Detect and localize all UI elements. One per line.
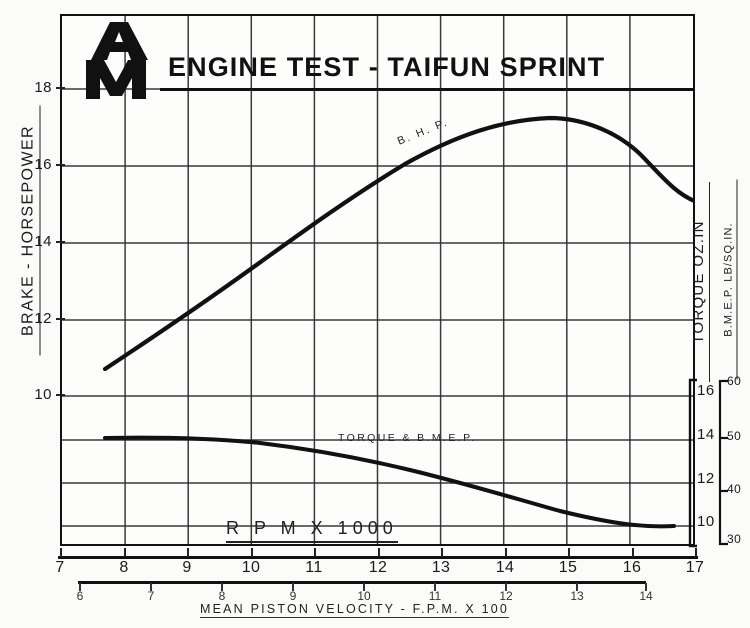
x-rpm-label-9: 9 xyxy=(182,559,192,576)
y-bmep-tick-30: 30 xyxy=(727,532,742,546)
x-mpv-label-7: 7 xyxy=(147,589,155,603)
x-mpv-mark-6 xyxy=(79,583,81,591)
x-rpm-mark-7 xyxy=(60,548,62,557)
x-rpm-label-16: 16 xyxy=(622,559,642,576)
x-axis-mpv-line xyxy=(78,581,646,584)
x-rpm-mark-11 xyxy=(314,548,316,557)
x-rpm-label-7: 7 xyxy=(55,559,65,576)
x-rpm-label-14: 14 xyxy=(495,559,515,576)
y-left-tick-14: 14 xyxy=(34,233,52,250)
x-rpm-mark-15 xyxy=(568,548,570,557)
x-mpv-label-9: 9 xyxy=(289,589,297,603)
x-rpm-label-15: 15 xyxy=(558,559,578,576)
x-rpm-mark-12 xyxy=(378,548,380,557)
x-rpm-label-11: 11 xyxy=(305,559,323,576)
x-rpm-label-8: 8 xyxy=(119,559,129,576)
y-left-tick-18: 18 xyxy=(34,79,52,96)
x-rpm-mark-16 xyxy=(632,548,634,557)
y-left-tick-10: 10 xyxy=(34,386,52,403)
y-left-mark-14 xyxy=(56,241,65,243)
y-torque-tick-16: 16 xyxy=(697,382,715,399)
x-mpv-label-6: 6 xyxy=(76,589,84,603)
y-torque-tick-10: 10 xyxy=(697,513,715,530)
y-left-mark-12 xyxy=(56,318,65,320)
y-bmep-tick-50: 50 xyxy=(727,429,742,443)
y-left-tick-12: 12 xyxy=(34,310,52,327)
y-axis-bmep-title: B.M.E.P. LB/SQ.IN. xyxy=(722,179,738,380)
x-axis-mpv-title: MEAN PISTON VELOCITY - F.P.M. X 100 xyxy=(200,602,510,618)
x-rpm-mark-9 xyxy=(187,548,189,557)
x-mpv-label-12: 12 xyxy=(499,589,513,603)
rpm-inner-label: R P M X 1000 xyxy=(226,518,398,543)
x-mpv-mark-13 xyxy=(576,583,578,591)
x-axis-rpm-line xyxy=(58,556,698,559)
x-mpv-label-13: 13 xyxy=(570,589,584,603)
x-mpv-label-8: 8 xyxy=(218,589,226,603)
y-axis-torque-title: TORQUE OZ.IN xyxy=(690,182,710,382)
y-torque-tick-14: 14 xyxy=(697,426,715,443)
x-rpm-mark-14 xyxy=(505,548,507,557)
y-left-mark-16 xyxy=(56,164,65,166)
am-logo-glyph xyxy=(86,22,148,99)
x-mpv-mark-14 xyxy=(645,583,647,591)
bmep-bracket xyxy=(718,379,728,546)
x-mpv-mark-7 xyxy=(150,583,152,591)
x-rpm-label-17: 17 xyxy=(685,559,705,576)
am-logo xyxy=(82,20,160,100)
x-mpv-mark-10 xyxy=(363,583,365,591)
torque-curve-label: TORQUE & B.M.E.P. xyxy=(338,432,477,444)
x-mpv-mark-12 xyxy=(505,583,507,591)
y-left-mark-10 xyxy=(56,394,65,396)
torque-bracket xyxy=(688,378,697,548)
x-rpm-label-12: 12 xyxy=(368,559,388,576)
y-bmep-tick-60: 60 xyxy=(727,374,742,388)
x-rpm-mark-10 xyxy=(251,548,253,557)
x-mpv-mark-8 xyxy=(221,583,223,591)
y-left-mark-18 xyxy=(56,87,65,89)
x-rpm-mark-8 xyxy=(124,548,126,557)
x-rpm-label-10: 10 xyxy=(241,559,261,576)
x-mpv-mark-11 xyxy=(434,583,436,591)
y-left-tick-16: 16 xyxy=(34,156,52,173)
page-title: ENGINE TEST - TAIFUN SPRINT xyxy=(168,52,606,82)
x-mpv-label-10: 10 xyxy=(357,589,371,603)
x-mpv-label-14: 14 xyxy=(639,589,653,603)
x-mpv-mark-9 xyxy=(292,583,294,591)
x-mpv-label-11: 11 xyxy=(428,589,442,603)
x-rpm-label-13: 13 xyxy=(431,559,451,576)
y-bmep-tick-40: 40 xyxy=(727,482,742,496)
title-underline xyxy=(160,88,695,91)
x-rpm-mark-13 xyxy=(441,548,443,557)
y-torque-tick-12: 12 xyxy=(697,470,715,487)
x-rpm-mark-17 xyxy=(695,548,697,557)
